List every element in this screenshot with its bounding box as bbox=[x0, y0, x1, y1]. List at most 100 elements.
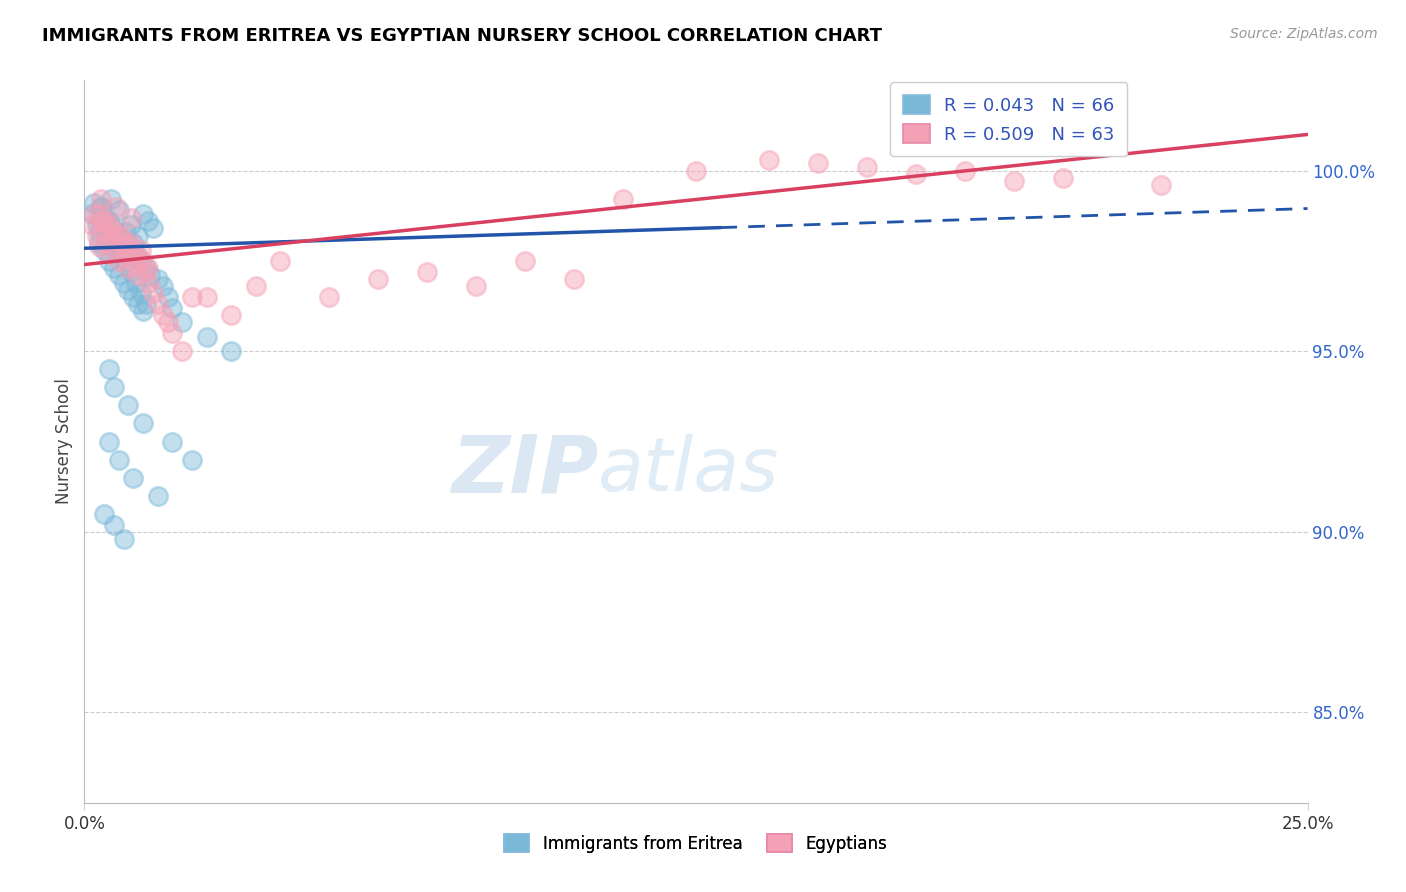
Point bbox=[905, 167, 928, 181]
Point bbox=[156, 315, 179, 329]
Point bbox=[125, 258, 148, 272]
Point bbox=[856, 160, 879, 174]
Point bbox=[120, 218, 142, 232]
Point bbox=[115, 225, 138, 239]
Point bbox=[107, 268, 129, 283]
Point bbox=[135, 297, 157, 311]
Point bbox=[90, 214, 112, 228]
Point bbox=[110, 228, 132, 243]
Point bbox=[86, 218, 108, 232]
Point bbox=[136, 214, 159, 228]
Point bbox=[156, 290, 179, 304]
Point bbox=[115, 250, 138, 264]
Point bbox=[97, 254, 120, 268]
Point bbox=[112, 532, 135, 546]
Point bbox=[107, 254, 129, 268]
Point bbox=[685, 163, 707, 178]
Point bbox=[117, 239, 139, 253]
Point bbox=[112, 239, 135, 253]
Point bbox=[129, 243, 152, 257]
Point bbox=[464, 279, 486, 293]
Point bbox=[105, 200, 128, 214]
Point bbox=[139, 268, 162, 283]
Point bbox=[80, 207, 103, 221]
Point bbox=[125, 276, 148, 290]
Point bbox=[1002, 174, 1025, 188]
Point bbox=[87, 207, 110, 221]
Point bbox=[112, 250, 135, 264]
Point bbox=[245, 279, 267, 293]
Text: Source: ZipAtlas.com: Source: ZipAtlas.com bbox=[1230, 27, 1378, 41]
Point bbox=[103, 261, 125, 276]
Point bbox=[96, 211, 118, 225]
Point bbox=[122, 290, 145, 304]
Point bbox=[115, 254, 138, 268]
Point bbox=[96, 228, 118, 243]
Point bbox=[125, 246, 148, 260]
Point bbox=[93, 214, 115, 228]
Point bbox=[83, 196, 105, 211]
Point bbox=[90, 193, 112, 207]
Text: IMMIGRANTS FROM ERITREA VS EGYPTIAN NURSERY SCHOOL CORRELATION CHART: IMMIGRANTS FROM ERITREA VS EGYPTIAN NURS… bbox=[42, 27, 882, 45]
Point bbox=[162, 434, 184, 449]
Point bbox=[152, 308, 174, 322]
Point bbox=[758, 153, 780, 167]
Point bbox=[93, 243, 115, 257]
Point bbox=[416, 265, 439, 279]
Point bbox=[112, 276, 135, 290]
Point bbox=[105, 243, 128, 257]
Point bbox=[146, 489, 169, 503]
Point bbox=[195, 330, 218, 344]
Point bbox=[93, 211, 115, 225]
Point bbox=[219, 308, 242, 322]
Point bbox=[132, 417, 155, 431]
Point bbox=[103, 221, 125, 235]
Point bbox=[513, 254, 536, 268]
Point bbox=[152, 279, 174, 293]
Text: ZIP: ZIP bbox=[451, 432, 598, 509]
Point bbox=[96, 235, 118, 250]
Point bbox=[136, 276, 159, 290]
Point bbox=[120, 235, 142, 250]
Point bbox=[181, 290, 204, 304]
Point bbox=[120, 211, 142, 225]
Point bbox=[142, 286, 165, 301]
Point bbox=[100, 193, 122, 207]
Point bbox=[103, 380, 125, 394]
Point bbox=[117, 239, 139, 253]
Point bbox=[90, 200, 112, 214]
Point bbox=[80, 218, 103, 232]
Point bbox=[100, 221, 122, 235]
Point bbox=[562, 272, 585, 286]
Point bbox=[93, 225, 115, 239]
Point bbox=[122, 246, 145, 260]
Point bbox=[135, 265, 157, 279]
Point bbox=[1052, 170, 1074, 185]
Point bbox=[103, 232, 125, 246]
Point bbox=[162, 326, 184, 341]
Point bbox=[129, 254, 152, 268]
Point bbox=[105, 232, 128, 246]
Point bbox=[97, 434, 120, 449]
Point bbox=[107, 228, 129, 243]
Point bbox=[367, 272, 389, 286]
Point bbox=[953, 163, 976, 178]
Point bbox=[100, 221, 122, 235]
Point bbox=[107, 203, 129, 218]
Point bbox=[807, 156, 830, 170]
Point bbox=[117, 283, 139, 297]
Point bbox=[132, 207, 155, 221]
Point bbox=[122, 235, 145, 250]
Point bbox=[181, 452, 204, 467]
Point bbox=[93, 507, 115, 521]
Point bbox=[142, 221, 165, 235]
Point bbox=[172, 344, 194, 359]
Point bbox=[97, 246, 120, 260]
Point bbox=[87, 225, 110, 239]
Point bbox=[105, 243, 128, 257]
Point bbox=[269, 254, 291, 268]
Point bbox=[127, 297, 149, 311]
Point bbox=[103, 517, 125, 532]
Text: atlas: atlas bbox=[598, 434, 779, 507]
Point bbox=[146, 272, 169, 286]
